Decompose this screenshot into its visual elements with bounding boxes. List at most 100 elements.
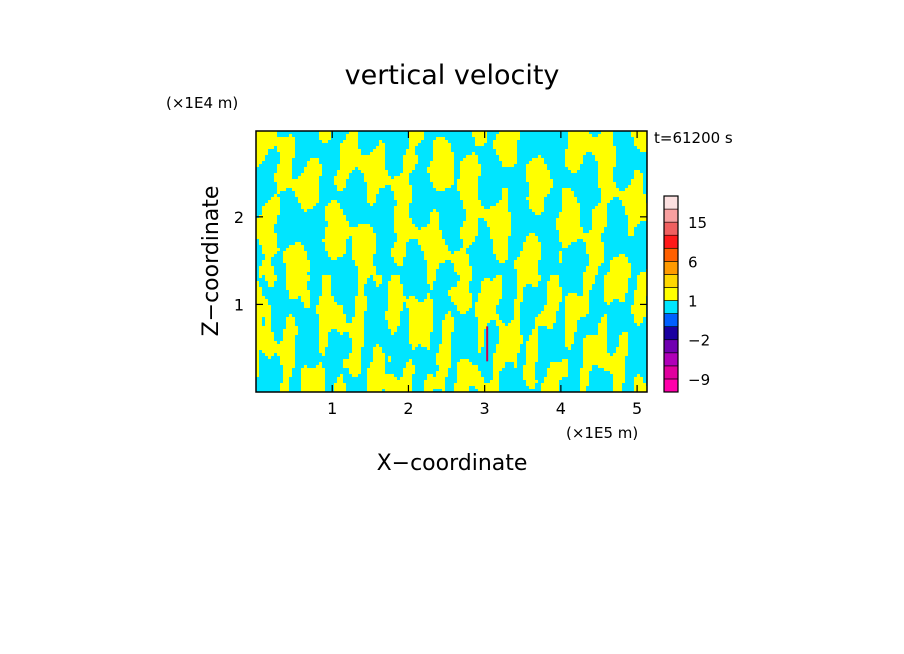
updraft-cell xyxy=(628,233,634,236)
updraft-cell xyxy=(478,329,484,332)
updraft-cell xyxy=(478,338,484,341)
updraft-cell xyxy=(493,377,499,380)
updraft-cell xyxy=(550,278,559,281)
updraft-cell xyxy=(598,203,607,206)
updraft-cell xyxy=(472,152,475,155)
updraft-cell xyxy=(565,317,580,320)
updraft-cell xyxy=(538,314,556,317)
updraft-cell xyxy=(463,203,481,206)
updraft-cell xyxy=(397,233,442,236)
updraft-cell xyxy=(376,146,385,149)
updraft-cell xyxy=(283,260,310,263)
updraft-cell xyxy=(535,317,556,320)
updraft-cell xyxy=(583,362,625,365)
updraft-cell xyxy=(493,278,502,281)
updraft-cell xyxy=(358,284,364,287)
updraft-cell xyxy=(352,347,361,350)
updraft-cell xyxy=(280,161,292,164)
updraft-cell xyxy=(427,224,439,227)
updraft-cell xyxy=(625,209,647,212)
updraft-cell xyxy=(547,290,562,293)
updraft-cell xyxy=(550,362,568,365)
updraft-cell xyxy=(421,227,439,230)
x-tick-label: 4 xyxy=(556,399,566,418)
updraft-cell xyxy=(526,350,538,353)
updraft-cell xyxy=(565,329,577,332)
updraft-cell xyxy=(586,269,598,272)
updraft-cell xyxy=(499,260,505,263)
updraft-cell xyxy=(361,170,388,173)
updraft-cell xyxy=(340,146,358,149)
updraft-cell xyxy=(301,299,310,302)
updraft-cell xyxy=(445,317,454,320)
updraft-cell xyxy=(388,308,403,311)
updraft-cell xyxy=(451,287,469,290)
updraft-cell xyxy=(298,197,319,200)
updraft-cell xyxy=(367,368,385,371)
updraft-cell xyxy=(373,359,385,362)
updraft-cell xyxy=(430,161,454,164)
updraft-cell xyxy=(325,212,343,215)
updraft-cell xyxy=(322,140,328,143)
updraft-cell xyxy=(433,143,451,146)
updraft-cell xyxy=(490,230,511,233)
updraft-cell xyxy=(442,389,445,392)
updraft-cell xyxy=(451,296,472,299)
updraft-cell xyxy=(265,278,277,281)
updraft-cell xyxy=(427,266,439,269)
x-tick-label: 2 xyxy=(403,399,413,418)
updraft-cell xyxy=(514,362,517,365)
updraft-cell xyxy=(565,344,571,347)
updraft-cell xyxy=(622,203,647,206)
updraft-cell xyxy=(358,293,364,296)
updraft-cell xyxy=(409,323,433,326)
chart-title: vertical velocity xyxy=(345,60,560,91)
updraft-cell xyxy=(340,167,355,170)
updraft-cell xyxy=(493,371,499,374)
updraft-cell xyxy=(517,296,523,299)
updraft-cell xyxy=(427,347,430,350)
updraft-cell xyxy=(610,266,631,269)
updraft-cell xyxy=(286,275,310,278)
updraft-cell xyxy=(592,212,607,215)
updraft-cell xyxy=(355,260,373,263)
updraft-cell xyxy=(256,302,268,305)
updraft-cell xyxy=(328,203,340,206)
updraft-cell xyxy=(454,302,472,305)
updraft-cell xyxy=(256,338,274,341)
updraft-cell xyxy=(493,368,502,371)
updraft-cell xyxy=(493,140,517,143)
updraft-cell xyxy=(277,170,292,173)
updraft-cell xyxy=(496,350,520,353)
updraft-cell xyxy=(460,173,481,176)
updraft-cell xyxy=(346,137,358,140)
updraft-cell xyxy=(256,218,277,221)
updraft-cell xyxy=(388,302,403,305)
updraft-cell xyxy=(388,326,397,329)
updraft-cell xyxy=(373,353,385,356)
updraft-cell xyxy=(562,194,574,197)
updraft-cell xyxy=(502,161,517,164)
updraft-cell xyxy=(403,158,418,161)
updraft-cell xyxy=(352,344,364,347)
updraft-cell xyxy=(337,377,343,380)
updraft-cell xyxy=(280,152,295,155)
updraft-cell xyxy=(301,371,325,374)
updraft-cell xyxy=(526,173,550,176)
updraft-cell xyxy=(502,188,508,191)
updraft-cell xyxy=(373,350,382,353)
updraft-cell xyxy=(499,329,520,332)
updraft-cell xyxy=(565,302,589,305)
updraft-cell xyxy=(409,338,430,341)
updraft-cell xyxy=(457,308,469,311)
updraft-cell xyxy=(343,362,361,365)
updraft-cell xyxy=(523,248,541,251)
updraft-cell xyxy=(256,233,277,236)
updraft-cell xyxy=(352,245,376,248)
updraft-cell xyxy=(262,245,277,248)
updraft-cell xyxy=(325,245,346,248)
updraft-cell xyxy=(604,287,628,290)
updraft-cell xyxy=(550,365,568,368)
updraft-cell xyxy=(352,242,376,245)
updraft-cell xyxy=(412,347,415,350)
